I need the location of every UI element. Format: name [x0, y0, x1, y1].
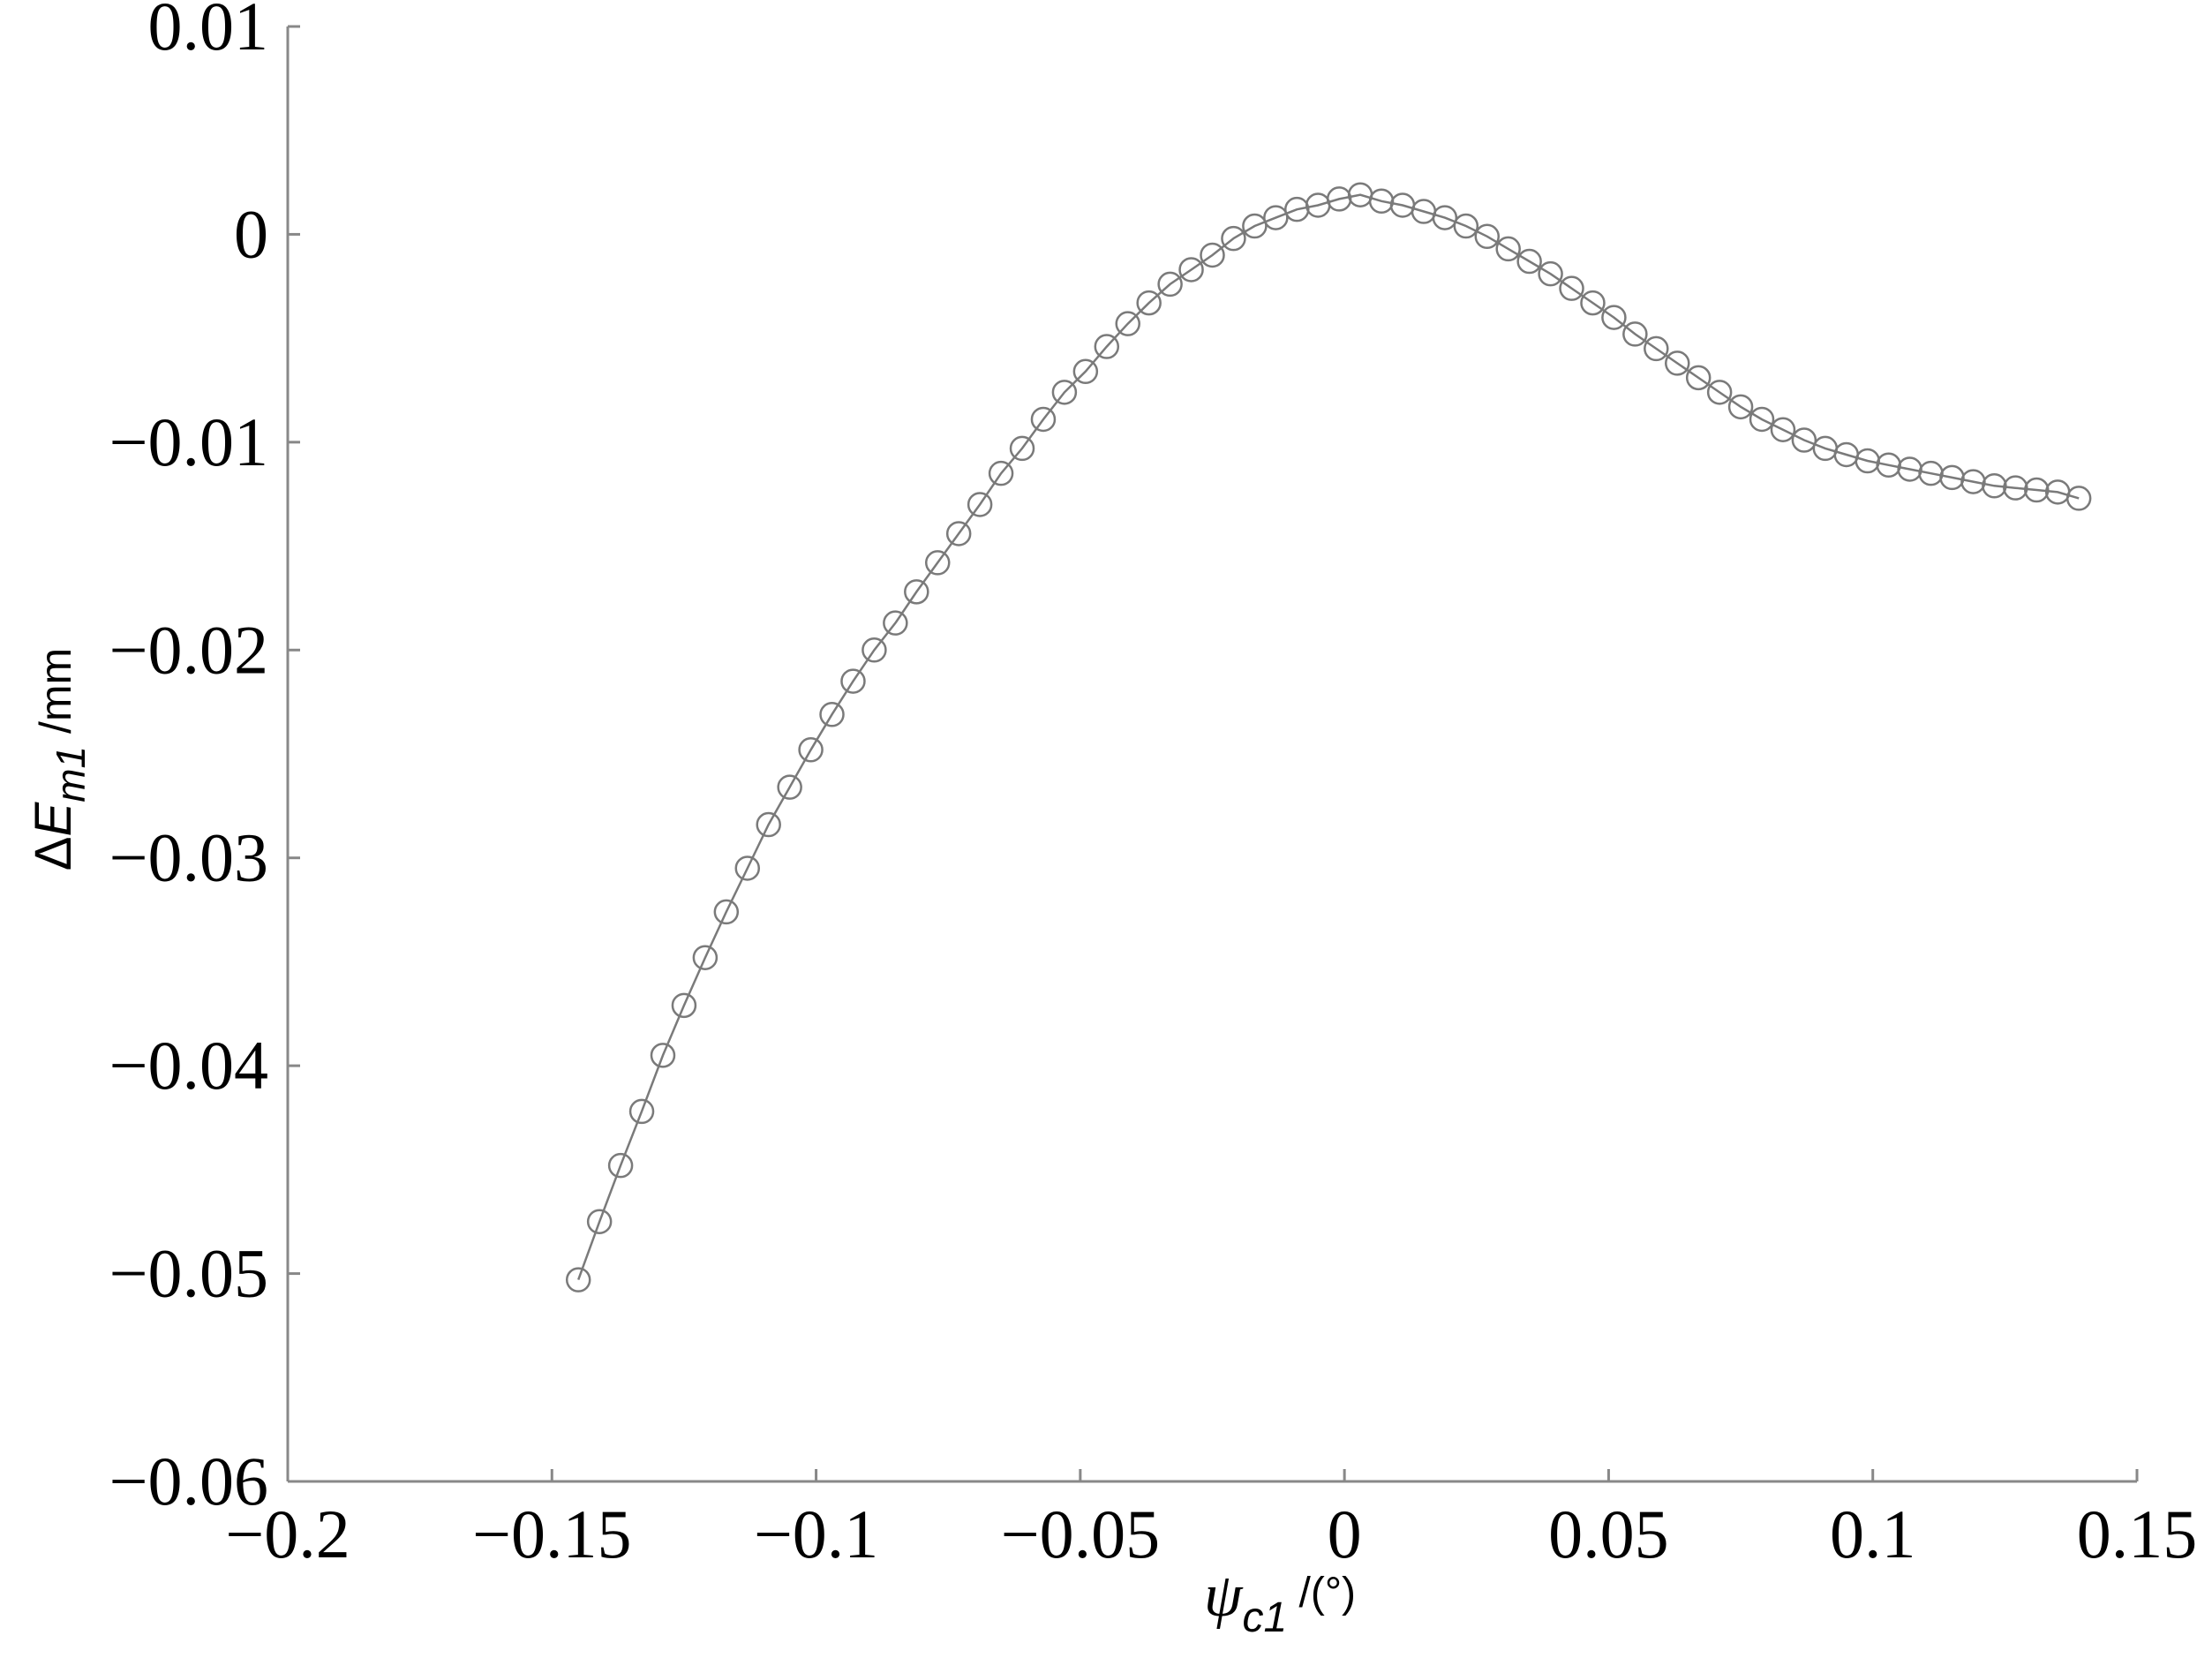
y-tick-label: −0.03 — [109, 819, 269, 896]
data-point — [1559, 275, 1584, 301]
x-tick-label: −0.2 — [225, 1496, 350, 1572]
y-tick-label: −0.05 — [109, 1235, 269, 1312]
data-point — [2003, 475, 2028, 501]
data-point — [1453, 213, 1479, 239]
data-point — [819, 702, 845, 727]
data-point — [756, 811, 781, 838]
data-point — [1664, 350, 1690, 376]
data-point — [1706, 380, 1733, 405]
data-point — [1538, 260, 1563, 287]
data-point — [2024, 477, 2050, 503]
x-tick-label: −0.1 — [754, 1496, 879, 1572]
y-tick-label: −0.06 — [109, 1443, 269, 1519]
x-tick-label: 0.1 — [1830, 1496, 1916, 1572]
data-point — [713, 899, 740, 925]
data-point — [1644, 335, 1669, 362]
data-point — [904, 579, 929, 605]
data-line — [577, 193, 2080, 1281]
data-point — [1982, 473, 2007, 499]
data-point — [1136, 290, 1162, 316]
data-point — [1791, 427, 1817, 453]
y-tick-label: −0.02 — [109, 611, 269, 688]
data-point — [1749, 406, 1775, 433]
data-point — [1242, 213, 1268, 239]
data-point — [1072, 358, 1099, 385]
data-point — [565, 1267, 591, 1292]
x-tick-label: 0.15 — [2077, 1496, 2198, 1572]
data-point — [2065, 486, 2092, 511]
y-axis-label: ΔEm1 /mm — [25, 648, 94, 870]
x-label-unit: /(°) — [1287, 1570, 1356, 1616]
data-point — [1115, 311, 1140, 336]
data-point — [1157, 271, 1183, 298]
data-point — [1030, 406, 1057, 433]
y-tick-label: 0 — [234, 195, 268, 272]
data-point — [967, 492, 993, 517]
data-point — [1178, 257, 1204, 283]
data-point — [1685, 365, 1712, 391]
data-point — [1009, 435, 1035, 462]
y-label-subscript: m1 — [48, 746, 94, 803]
x-tick-label: −0.15 — [472, 1496, 632, 1572]
data-point — [988, 460, 1014, 486]
data-point — [671, 992, 697, 1019]
x-tick-label: 0.05 — [1548, 1496, 1669, 1572]
data-point — [1200, 242, 1225, 268]
data-point — [1516, 248, 1542, 275]
data-point — [798, 737, 824, 763]
data-point — [1580, 290, 1606, 316]
data-point — [734, 855, 761, 881]
y-tick-label: 0.01 — [148, 0, 269, 64]
data-point — [1094, 334, 1120, 359]
data-point — [650, 1043, 676, 1068]
x-label-subscript: c1 — [1242, 1594, 1287, 1641]
x-axis-label: ψc1 /(°) — [1204, 1562, 1356, 1641]
data-point — [607, 1152, 634, 1179]
y-label-unit: /mm — [31, 648, 80, 746]
data-point — [1622, 321, 1648, 347]
data-point — [1727, 394, 1754, 420]
data-point — [777, 774, 802, 800]
data-point — [883, 610, 908, 636]
y-tick-label: −0.04 — [109, 1027, 269, 1104]
data-point — [945, 521, 972, 546]
y-tick-label: −0.01 — [109, 403, 269, 480]
data-point — [924, 550, 951, 576]
data-point — [1221, 225, 1246, 252]
x-tick-label: 0 — [1328, 1496, 1362, 1572]
data-point — [1432, 205, 1458, 230]
data-point — [586, 1209, 613, 1234]
data-point — [628, 1098, 655, 1125]
x-tick-label: −0.05 — [1001, 1496, 1161, 1572]
data-point — [1263, 205, 1289, 230]
data-point — [1495, 236, 1521, 262]
data-point — [1474, 223, 1501, 250]
y-label-symbol: E — [25, 801, 82, 836]
data-point — [840, 668, 866, 694]
data-point — [692, 945, 719, 970]
y-label-delta: Δ — [25, 836, 82, 870]
data-point — [861, 637, 887, 663]
data-point — [1770, 417, 1796, 442]
data-point — [1601, 305, 1627, 330]
data-point — [1051, 380, 1078, 405]
x-label-symbol: ψ — [1204, 1562, 1244, 1630]
